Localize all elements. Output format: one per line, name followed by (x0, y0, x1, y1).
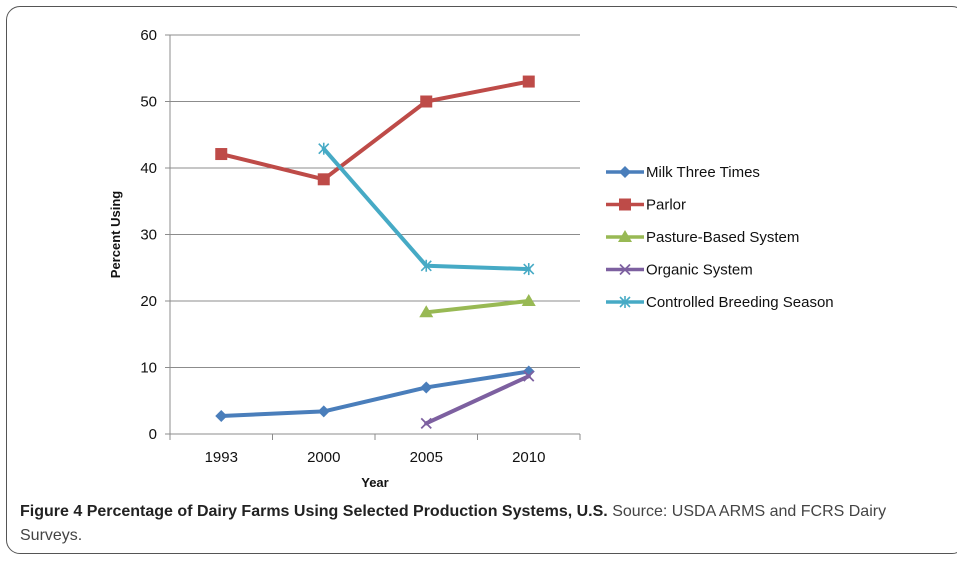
data-point (317, 173, 330, 186)
figure-label: Figure 4 (20, 503, 83, 520)
series-group (215, 75, 536, 429)
y-tick-label: 50 (140, 94, 157, 111)
data-point (420, 95, 433, 108)
data-point (522, 365, 535, 378)
y-tick-label: 60 (140, 27, 157, 44)
x-axis-title: Year (361, 475, 388, 490)
data-point (420, 381, 433, 394)
y-tick-label: 0 (149, 426, 157, 443)
data-point (318, 142, 330, 155)
legend-marker (619, 263, 631, 276)
data-point (522, 75, 535, 88)
y-tick-label: 40 (140, 160, 157, 177)
y-tick-label: 10 (140, 360, 157, 377)
x-tick-label: 2000 (307, 449, 340, 466)
legend-entry: Pasture-Based System (646, 229, 799, 246)
y-tick-labels: 0 10 20 30 40 50 60 (140, 27, 157, 443)
gridlines (170, 34, 580, 368)
legend: Milk Three Times Parlor Pasture-Based Syst… (606, 164, 834, 311)
legend-entry: Parlor (646, 197, 686, 214)
legend-entry: Milk Three Times (646, 164, 760, 181)
data-point (419, 305, 434, 318)
figure-frame (6, 6, 957, 554)
data-point (521, 294, 536, 306)
series-line-1 (219, 79, 531, 182)
series-line-2 (424, 299, 531, 315)
figure-caption: Figure 4 Percentage of Dairy Farms Using… (20, 500, 950, 548)
y-tick-label: 30 (140, 227, 157, 244)
x-tick-labels: 1993 2000 2005 2010 (205, 449, 546, 466)
y-tick-label: 20 (140, 293, 157, 310)
series-line-3 (424, 374, 531, 426)
legend-entry: Organic System (646, 262, 753, 279)
axes (165, 34, 581, 440)
data-point (317, 405, 330, 418)
series-line-4 (321, 146, 531, 272)
legend-marker (618, 230, 632, 242)
line-chart: 0 10 20 30 40 50 60 1993 2000 2005 2010 Percent U… (108, 27, 834, 490)
x-tick-label: 2005 (410, 449, 443, 466)
series-line-0 (219, 369, 531, 419)
data-point (420, 259, 432, 272)
data-point (420, 417, 432, 429)
x-tick-label: 2010 (512, 449, 545, 466)
legend-marker (619, 198, 631, 211)
legend-entry: Controlled Breeding Season (646, 294, 834, 311)
legend-marker (619, 296, 631, 308)
data-point (215, 148, 228, 161)
x-tick-label: 1993 (205, 449, 238, 466)
data-point (523, 370, 535, 382)
data-point (215, 410, 228, 423)
figure-title: Percentage of Dairy Farms Using Selected… (86, 503, 608, 520)
y-axis-title: Percent Using (108, 191, 123, 278)
data-point (523, 263, 535, 276)
legend-marker (619, 166, 631, 178)
figure-source: Source: USDA ARMS and FCRS Dairy Surveys… (20, 503, 887, 544)
